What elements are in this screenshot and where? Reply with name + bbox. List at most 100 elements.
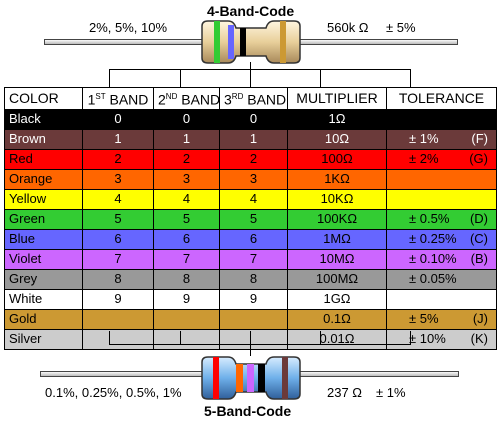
- four-band-stripe-1: [214, 21, 220, 63]
- table-row: Grey 8 8 8 100MΩ ± 0.05%: [4, 268, 497, 290]
- color-name: Gold: [4, 308, 83, 330]
- tolerance-cell: [386, 108, 497, 130]
- color-name: Black: [4, 108, 83, 130]
- tolerance-value: ± 0.05%: [409, 270, 457, 286]
- tolerance-value: ± 5%: [409, 310, 439, 326]
- multiplier-value: 100KΩ: [287, 208, 387, 230]
- tolerance-cell: ± 2% (G): [386, 148, 497, 170]
- five-band-title: 5-Band-Code: [204, 403, 292, 419]
- multiplier-value: 0.01Ω: [287, 328, 387, 350]
- color-code-table: COLOR 1ST BAND 2ND BAND 3RD BAND MULTIPL…: [4, 87, 497, 350]
- band-1-digit: 3: [82, 168, 154, 190]
- connector-top-b4: [320, 69, 321, 87]
- table-row: Gold 0.1Ω ± 5% (J): [4, 308, 497, 330]
- band-1-digit: 8: [82, 268, 154, 290]
- five-band-example-tolerance: ± 1%: [376, 385, 406, 400]
- color-name: Violet: [4, 248, 83, 270]
- four-band-stripe-3: [240, 28, 246, 56]
- four-band-title: 4-Band-Code: [207, 3, 295, 19]
- connector-bottom-b1: [109, 331, 110, 345]
- band-3-digit: 6: [219, 228, 288, 250]
- band-3-digit: 1: [219, 128, 288, 150]
- five-band-stripe-4: [258, 364, 265, 392]
- band-2-digit: 1: [153, 128, 220, 150]
- band-1-digit: 6: [82, 228, 154, 250]
- table-row: Red 2 2 2 100Ω ± 2% (G): [4, 148, 497, 170]
- tolerance-cell: ± 0.10% (B): [386, 248, 497, 270]
- four-band-right-lead: [298, 39, 458, 45]
- band-1-digit: [82, 328, 154, 350]
- multiplier-value: 0.1Ω: [287, 308, 387, 330]
- tolerance-letter-code: (D): [469, 210, 488, 226]
- connector-bottom-b3: [250, 331, 251, 345]
- band-3-digit: 3: [219, 168, 288, 190]
- tolerance-value: ± 10%: [409, 330, 446, 346]
- connector-bottom-b2: [180, 331, 181, 345]
- five-band-stripe-3: [247, 364, 254, 392]
- tolerance-cell: ± 0.25% (C): [386, 228, 497, 250]
- tolerance-letter-code: (G): [469, 150, 488, 166]
- band-2-digit: 9: [153, 288, 220, 310]
- table-header-row: COLOR 1ST BAND 2ND BAND 3RD BAND MULTIPL…: [4, 87, 497, 110]
- four-band-tolerance-options: 2%, 5%, 10%: [89, 20, 168, 35]
- connector-bottom-hbar: [109, 344, 410, 345]
- header-color: COLOR: [4, 87, 83, 110]
- connector-bottom-b4: [320, 331, 321, 345]
- tolerance-letter-code: (K): [470, 330, 488, 346]
- tolerance-value: ± 0.10%: [409, 250, 457, 266]
- header-band-1: 1ST BAND: [82, 87, 154, 110]
- five-band-resistor: [201, 356, 301, 400]
- band-3-digit: 9: [219, 288, 288, 310]
- four-band-left-lead: [44, 39, 204, 45]
- header-band-3: 3RD BAND: [219, 87, 288, 110]
- four-band-stripe-2: [228, 25, 234, 59]
- multiplier-value: 10Ω: [287, 128, 387, 150]
- color-name: Yellow: [4, 188, 83, 210]
- band-2-digit: 6: [153, 228, 220, 250]
- color-name: White: [4, 288, 83, 310]
- band-3-digit: 0: [219, 108, 288, 130]
- band-2-digit: 8: [153, 268, 220, 290]
- table-row: Green 5 5 5 100KΩ ± 0.5% (D): [4, 208, 497, 230]
- band-1-digit: [82, 308, 154, 330]
- color-name: Silver: [4, 328, 83, 350]
- five-band-right-lead: [293, 371, 459, 377]
- table-row: Yellow 4 4 4 10KΩ: [4, 188, 497, 210]
- five-band-example-value: 237 Ω: [327, 385, 363, 400]
- band-3-digit: [219, 308, 288, 330]
- connector-bottom-b5: [410, 331, 411, 345]
- header-band-2: 2ND BAND: [153, 87, 220, 110]
- color-name: Green: [4, 208, 83, 230]
- multiplier-value: 100Ω: [287, 148, 387, 170]
- tolerance-letter-code: (B): [470, 250, 488, 266]
- table-row: Violet 7 7 7 10MΩ ± 0.10% (B): [4, 248, 497, 270]
- multiplier-value: 100MΩ: [287, 268, 387, 290]
- band-1-digit: 1: [82, 128, 154, 150]
- five-band-tolerance-options: 0.1%, 0.25%, 0.5%, 1%: [45, 385, 182, 400]
- multiplier-value: 1KΩ: [287, 168, 387, 190]
- table-row: Blue 6 6 6 1MΩ ± 0.25% (C): [4, 228, 497, 250]
- multiplier-value: 1GΩ: [287, 288, 387, 310]
- band-3-digit: 4: [219, 188, 288, 210]
- connector-top-b3: [250, 69, 251, 87]
- color-name: Blue: [4, 228, 83, 250]
- band-1-digit: 7: [82, 248, 154, 270]
- band-3-digit: 2: [219, 148, 288, 170]
- band-1-digit: 4: [82, 188, 154, 210]
- color-name: Orange: [4, 168, 83, 190]
- connector-top-stem: [250, 62, 251, 70]
- connector-top-b2: [180, 69, 181, 87]
- five-band-stripe-1: [213, 357, 219, 399]
- multiplier-value: 10KΩ: [287, 188, 387, 210]
- four-band-example-value: 560k Ω: [327, 20, 369, 35]
- multiplier-value: 1Ω: [287, 108, 387, 130]
- band-1-digit: 2: [82, 148, 154, 170]
- table-row: Brown 1 1 1 10Ω ± 1% (F): [4, 128, 497, 150]
- table-row: White 9 9 9 1GΩ: [4, 288, 497, 310]
- band-3-digit: [219, 328, 288, 350]
- band-1-digit: 0: [82, 108, 154, 130]
- tolerance-value: ± 1%: [409, 130, 439, 146]
- tolerance-cell: [386, 288, 497, 310]
- connector-top-b5: [410, 69, 411, 87]
- tolerance-cell: ± 5% (J): [386, 308, 497, 330]
